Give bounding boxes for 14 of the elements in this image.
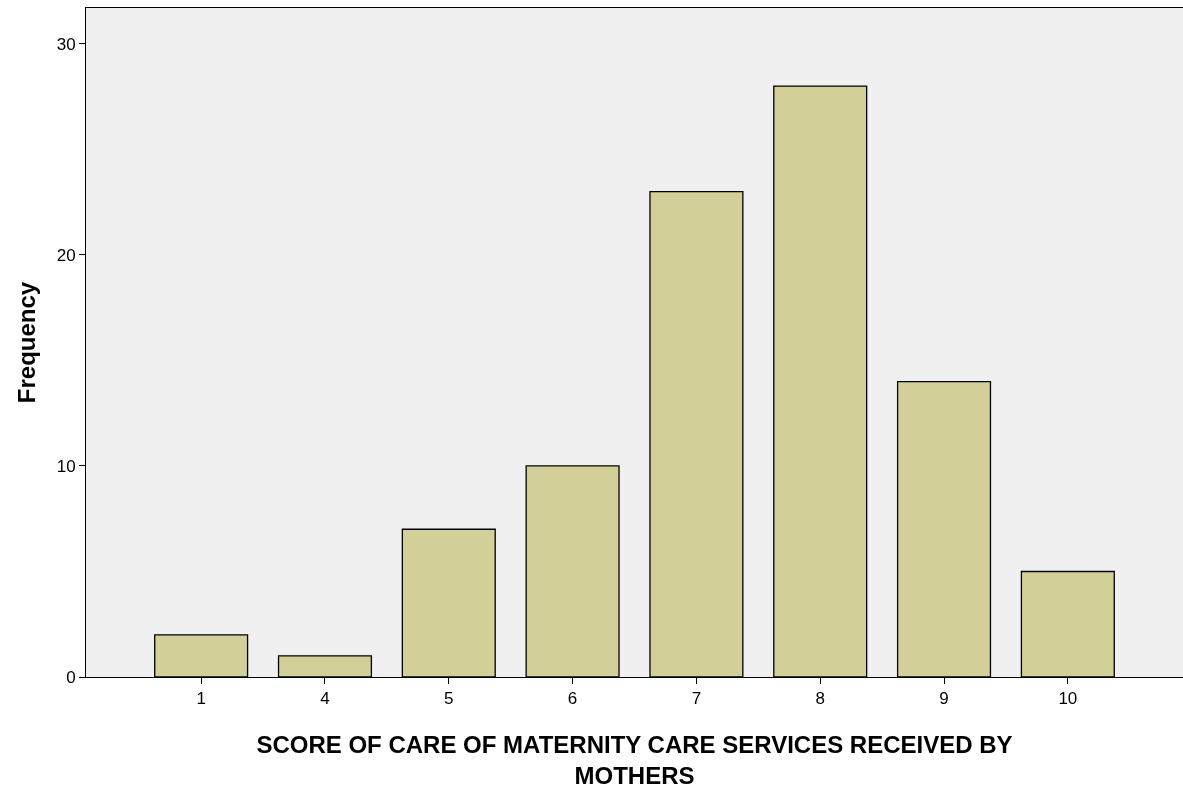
y-tick-label: 20: [56, 245, 76, 265]
x-axis-title: SCORE OF CARE OF MATERNITY CARE SERVICES RECEIVED BY MOTHERS: [256, 730, 1013, 789]
x-tick-label: 9: [939, 689, 949, 709]
y-tick-label: 0: [66, 667, 76, 687]
x-tick-label: 6: [567, 689, 578, 709]
x-tick-label: 7: [691, 689, 702, 709]
x-tick-label: 8: [815, 689, 825, 709]
x-tick-label: 10: [1058, 689, 1078, 709]
x-tick-label: 5: [444, 689, 454, 709]
y-tick-label: 30: [56, 34, 76, 54]
y-tick-label: 10: [56, 456, 76, 476]
x-tick-label: 1: [196, 689, 206, 709]
y-axis-title: Frequency: [12, 281, 40, 404]
x-tick-label: 4: [320, 689, 330, 709]
